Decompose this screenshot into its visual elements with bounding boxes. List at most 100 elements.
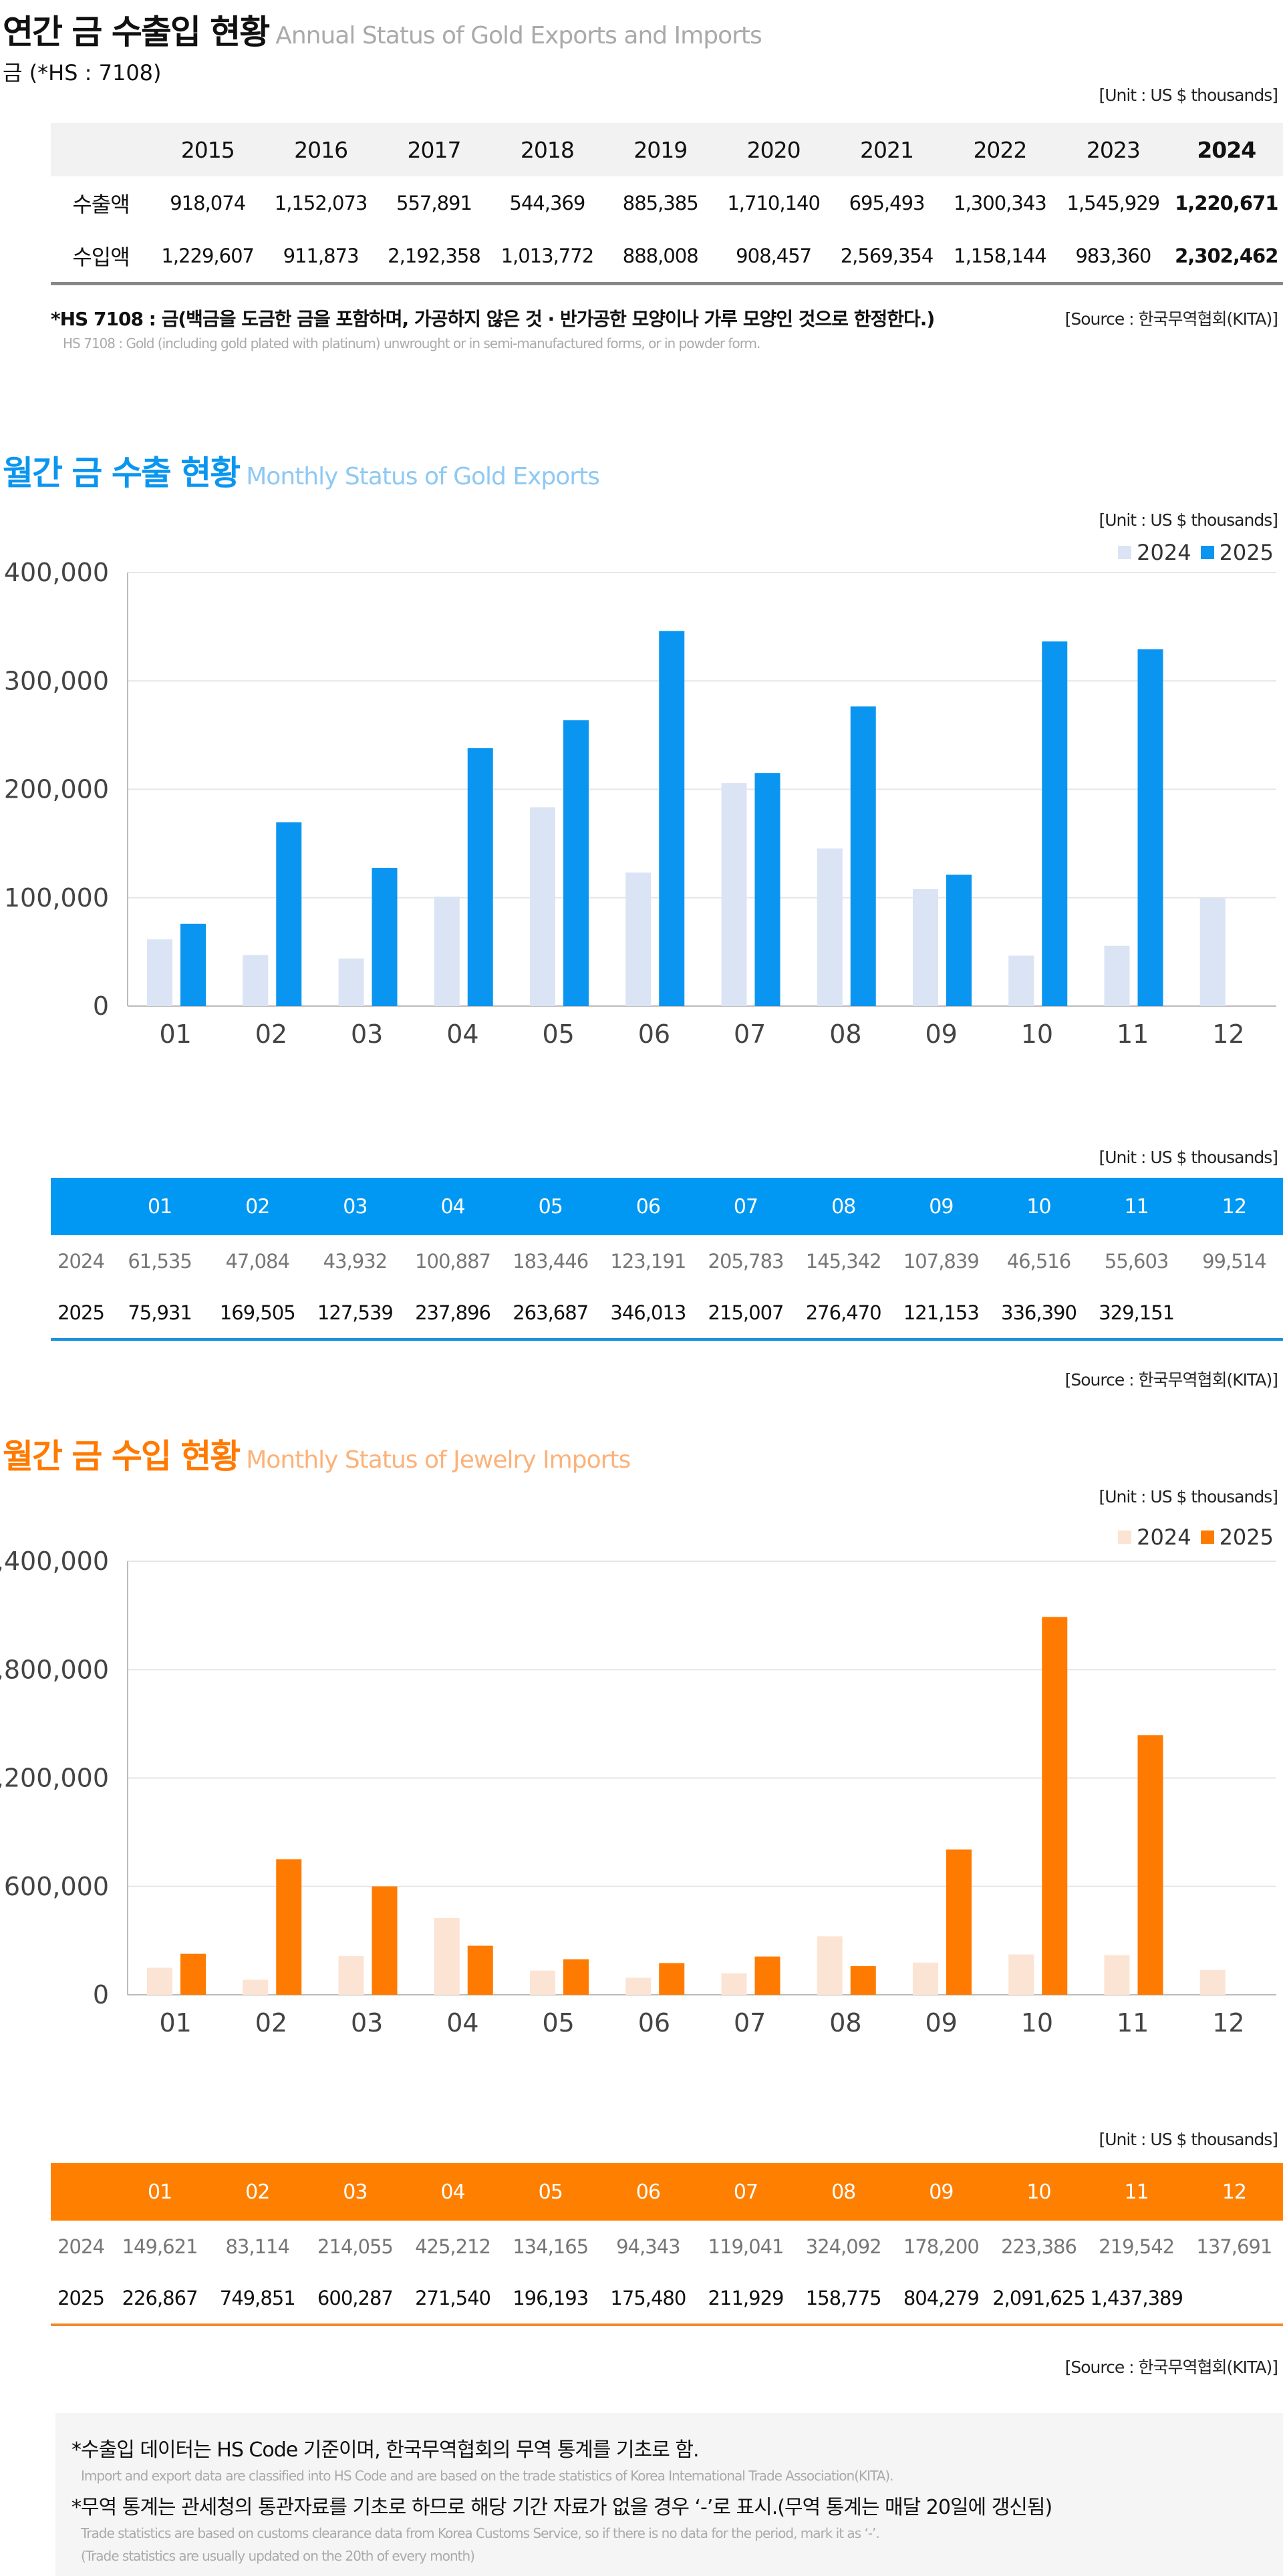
table-row: 2024 61,535 47,084 43,932 100,887 183,446 123,… <box>51 1235 1283 1287</box>
bar-2025-01 <box>180 923 206 1006</box>
x-tick-label: 05 <box>542 2008 574 2038</box>
x-tick-label: 08 <box>829 2008 861 2038</box>
month-header: 05 <box>538 1194 563 1219</box>
bar-2024-03 <box>338 958 364 1006</box>
y-tick-label: 200,000 <box>4 775 109 804</box>
value-cell: 749,851 <box>219 2287 296 2309</box>
value-cell: 276,470 <box>805 1301 882 1324</box>
value-cell: 121,153 <box>903 1301 980 1324</box>
value-cell: 237,896 <box>415 1301 491 1324</box>
month-header: 03 <box>343 2180 368 2204</box>
bar-2025-02 <box>276 1859 302 1995</box>
bar-2025-10 <box>1042 1617 1068 1995</box>
value-cell: 223,386 <box>1001 2235 1077 2258</box>
corner-cell <box>51 1178 111 1235</box>
bar-2025-02 <box>276 822 302 1006</box>
value-cell: 1,437,389 <box>1090 2287 1183 2309</box>
bar-2024-01 <box>147 939 172 1006</box>
exports-legend: 2024 2025 <box>1118 540 1278 565</box>
exports-source: [Source : 한국무역협회(KITA)] <box>1064 1370 1278 1390</box>
bar-2025-07 <box>754 1956 780 1995</box>
value-cell: 169,505 <box>219 1301 296 1324</box>
year-header: 2018 <box>490 123 604 176</box>
row-label: 수출액 <box>72 192 130 217</box>
annual-subtitle: 금 (*HS : 7108) <box>3 60 162 86</box>
x-tick-label: 10 <box>1021 2008 1053 2038</box>
value-cell: 149,621 <box>122 2235 198 2258</box>
value-cell: 2,302,462 <box>1175 244 1278 267</box>
annual-footnote: *HS 7108 : 금(백금을 도금한 금을 포함하며, 가공하지 않은 것 … <box>51 308 935 330</box>
value-cell: 1,158,144 <box>954 244 1047 267</box>
month-header: 04 <box>440 2180 465 2204</box>
legend-swatch-2025 <box>1200 1531 1214 1544</box>
x-tick-label: 11 <box>1117 1019 1149 1049</box>
value-cell: 1,300,343 <box>954 192 1047 214</box>
value-cell: 75,931 <box>128 1301 192 1324</box>
value-cell: 43,932 <box>323 1250 388 1273</box>
value-cell <box>1185 2273 1283 2325</box>
x-tick-label: 03 <box>351 1019 383 1049</box>
month-header: 09 <box>929 2180 954 2204</box>
month-header: 06 <box>635 2180 661 2204</box>
bar-2025-03 <box>372 1886 398 1995</box>
value-cell: 263,687 <box>513 1301 589 1324</box>
x-tick-label: 04 <box>446 1019 478 1049</box>
bar-2024-05 <box>530 1970 555 1995</box>
bar-2024-11 <box>1104 1955 1130 1995</box>
x-tick-label: 03 <box>351 2008 383 2038</box>
bar-2024-07 <box>721 1973 747 1995</box>
value-cell: 123,191 <box>610 1250 686 1273</box>
note-ko: *수출입 데이터는 HS Code 기준이며, 한국무역협회의 무역 통계를 기… <box>72 2438 700 2462</box>
value-cell: 107,839 <box>903 1250 980 1273</box>
bar-2025-03 <box>372 868 398 1006</box>
bar-2025-07 <box>754 773 780 1006</box>
value-cell: 99,514 <box>1202 1250 1266 1273</box>
note-en: (Trade statistics are usually updated on… <box>81 2548 475 2564</box>
year-header: 2022 <box>943 123 1057 176</box>
annual-unit: [Unit : US $ thousands] <box>1099 86 1278 105</box>
legend-label: 2024 <box>1137 1524 1191 1550</box>
month-header: 08 <box>831 1194 856 1219</box>
bar-2025-08 <box>850 1966 876 1995</box>
month-header-row: 01 02 03 04 05 06 07 08 09 10 11 12 <box>51 2163 1283 2221</box>
month-header: 11 <box>1124 2180 1149 2204</box>
value-cell: 211,929 <box>708 2287 785 2309</box>
month-header: 07 <box>733 2180 758 2204</box>
month-header: 01 <box>147 1194 172 1219</box>
bar-2024-08 <box>817 1936 843 1995</box>
value-cell: 911,873 <box>283 244 360 267</box>
bar-2025-05 <box>563 1959 589 1995</box>
value-cell: 1,152,073 <box>274 192 368 214</box>
value-cell: 226,867 <box>122 2287 198 2309</box>
value-cell: 175,480 <box>610 2287 686 2309</box>
x-tick-label: 11 <box>1117 2008 1149 2038</box>
value-cell: 804,279 <box>903 2287 980 2309</box>
annual-source: [Source : 한국무역협회(KITA)] <box>1064 309 1278 329</box>
bar-2025-04 <box>467 1945 493 1995</box>
value-cell: 158,775 <box>805 2287 882 2309</box>
annual-footnote-en: HS 7108 : Gold (including gold plated wi… <box>63 335 760 351</box>
bar-2024-01 <box>147 1967 172 1995</box>
table-row: 2025 75,931 169,505 127,539 237,896 263,687 34… <box>51 1287 1283 1339</box>
value-cell: 127,539 <box>317 1301 394 1324</box>
bar-2025-09 <box>946 1849 972 1995</box>
value-cell: 2,091,625 <box>992 2287 1086 2309</box>
y-tick-label: 0 <box>93 1980 109 2009</box>
bar-2024-02 <box>243 1979 269 1995</box>
value-cell: 215,007 <box>708 1301 785 1324</box>
month-header: 07 <box>733 1194 758 1219</box>
y-tick-label: 300,000 <box>4 666 109 695</box>
legend-swatch-2024 <box>1118 1531 1132 1544</box>
exports-table: 01 02 03 04 05 06 07 08 09 10 11 12 2024 61,535 47,084… <box>51 1178 1283 1341</box>
value-cell: 61,535 <box>128 1250 192 1273</box>
value-cell: 196,193 <box>513 2287 589 2309</box>
y-tick-label: 1,800,000 <box>0 1655 109 1684</box>
x-tick-label: 05 <box>542 1019 574 1049</box>
year-header: 2020 <box>716 123 831 176</box>
value-cell: 46,516 <box>1006 1250 1071 1273</box>
bar-2024-04 <box>434 1918 460 1995</box>
bar-2024-11 <box>1104 945 1130 1006</box>
month-header: 10 <box>1026 2180 1051 2204</box>
year-header: 2017 <box>377 123 491 176</box>
table-row: 2025 226,867 749,851 600,287 271,540 196,193 1… <box>51 2273 1283 2325</box>
